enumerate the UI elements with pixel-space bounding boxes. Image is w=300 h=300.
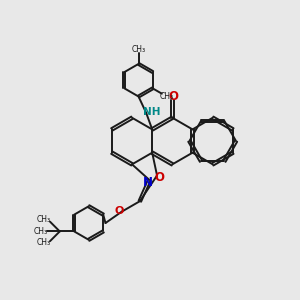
- Text: CH₃: CH₃: [131, 45, 146, 54]
- Text: O: O: [154, 171, 164, 184]
- Text: CH₃: CH₃: [36, 238, 50, 247]
- Text: CH₃: CH₃: [33, 227, 47, 236]
- Text: O: O: [168, 90, 178, 103]
- Text: NH: NH: [143, 107, 160, 117]
- Text: O: O: [115, 206, 124, 216]
- Text: CH₃: CH₃: [36, 215, 50, 224]
- Text: N: N: [143, 176, 153, 189]
- Text: CH₃: CH₃: [159, 92, 173, 100]
